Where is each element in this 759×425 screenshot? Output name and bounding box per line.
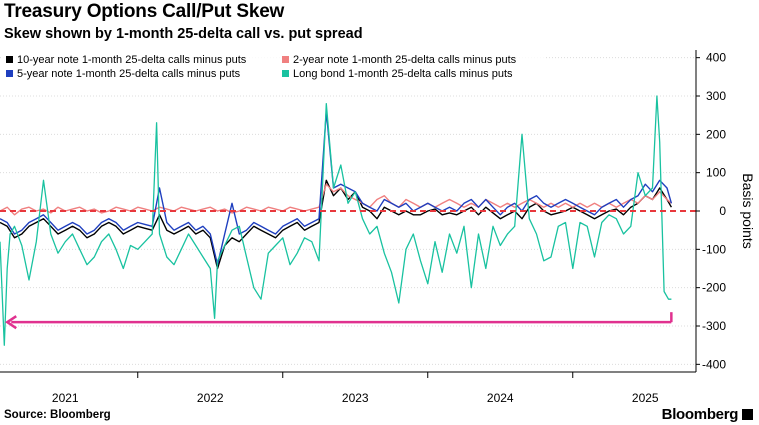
year-boundaries xyxy=(137,372,574,378)
annotation-arrow-head xyxy=(4,315,17,330)
y-tick-label: -400 xyxy=(702,357,726,371)
y-tick-label: 100 xyxy=(706,166,726,180)
series-line-long_bond xyxy=(0,95,672,346)
x-tick-label: 2021 xyxy=(52,391,79,405)
y-tick-label: -200 xyxy=(702,281,726,295)
y-tick-label: -300 xyxy=(702,319,726,333)
y-tick-label: 400 xyxy=(706,51,726,65)
y-tick-label: 300 xyxy=(706,89,726,103)
source-note: Source: Bloomberg xyxy=(4,409,111,421)
chart-title: Treasury Options Call/Put Skew xyxy=(4,1,285,22)
x-tick-label: 2023 xyxy=(342,391,369,405)
y-axis-title: Basis points xyxy=(740,173,756,248)
legend-background xyxy=(2,53,546,83)
legend-label-two_year: 2-year note 1-month 25-delta calls minus… xyxy=(293,54,517,66)
legend-swatch-ten_year xyxy=(6,56,13,63)
legend-label-ten_year: 10-year note 1-month 25-delta calls minu… xyxy=(17,54,247,66)
legend-label-five_year: 5-year note 1-month 25-delta calls minus… xyxy=(17,68,241,80)
series-group xyxy=(0,95,673,346)
series-line-five_year xyxy=(0,110,673,266)
legend-swatch-long_bond xyxy=(282,70,289,77)
series-line-two_year xyxy=(0,183,672,216)
legend-label-long_bond: Long bond 1-month 25-delta calls minus p… xyxy=(293,68,513,80)
grid-lines xyxy=(0,57,696,365)
annotations xyxy=(0,210,696,330)
x-tick-label: 2024 xyxy=(487,391,514,405)
legend-swatch-two_year xyxy=(282,56,289,63)
legend: 10-year note 1-month 25-delta calls minu… xyxy=(2,53,546,83)
y-tick-label: 200 xyxy=(706,127,726,141)
x-tick-label: 2025 xyxy=(632,391,659,405)
axes: 400 300 200 100 0 -100 -200 -300 -400 2021 2022 202… xyxy=(0,50,756,405)
y-tick-label: -100 xyxy=(702,242,726,256)
y-tick-label: 0 xyxy=(719,204,726,218)
chart-subtitle: Skew shown by 1-month 25-delta call vs. … xyxy=(4,26,363,42)
x-tick-label: 2022 xyxy=(197,391,224,405)
legend-swatch-five_year xyxy=(6,70,13,77)
bloomberg-logo: Bloomberg xyxy=(662,406,753,423)
bloomberg-square-icon xyxy=(742,409,753,420)
